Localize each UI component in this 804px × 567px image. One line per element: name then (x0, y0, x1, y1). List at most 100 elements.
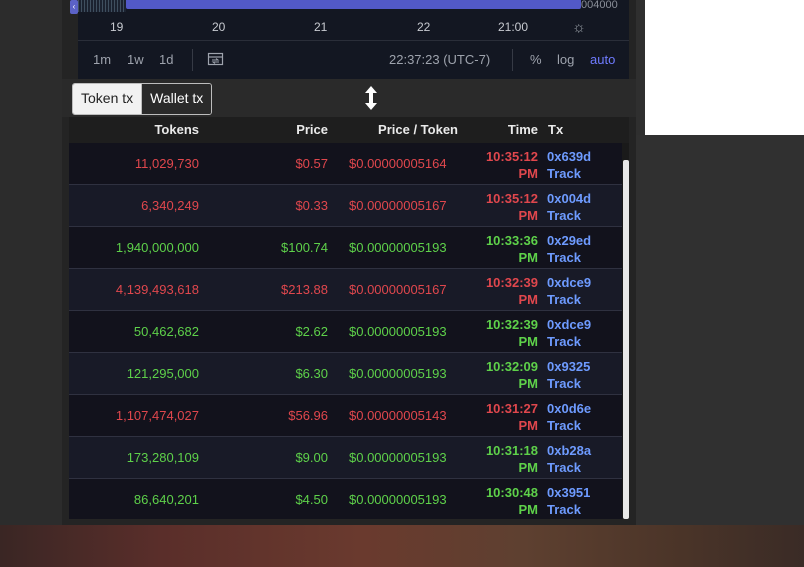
track-link[interactable]: Track (547, 502, 581, 517)
track-link[interactable]: Track (547, 376, 581, 391)
tx-hash-link[interactable]: 0x004d (547, 191, 592, 206)
table-row[interactable]: 50,462,682 $2.62 $0.00000005193 10:32:39 PM 0… (69, 311, 622, 353)
price-chart[interactable]: ‹ 004000 19 20 21 22 21:00 ☼ 1m 1w 1d 22… (70, 0, 629, 79)
time-tick: 22 (417, 20, 431, 34)
tx-hash-link[interactable]: 0xdce9 (547, 275, 592, 290)
time-value: 10:32:39 (485, 317, 538, 332)
table-row[interactable]: 1,940,000,000 $100.74 $0.00000005193 10:33:… (69, 227, 622, 269)
track-link[interactable]: Track (547, 418, 581, 433)
desktop-strip (0, 525, 804, 567)
time-cell: 10:32:39 PM (486, 274, 538, 308)
tx-hash-link[interactable]: 0x29ed (547, 233, 592, 248)
column-header-tokens[interactable]: Tokens (154, 122, 199, 137)
tx-cell: 0x9325 Track (547, 358, 590, 392)
tx-cell: 0x004d Track (547, 190, 591, 224)
time-ampm: PM (518, 166, 539, 181)
time-cell: 10:30:48 PM (486, 484, 538, 518)
price-per-token-cell: $0.00000005193 (349, 240, 447, 255)
time-tick: 20 (212, 20, 226, 34)
tx-cell: 0x639d Track (547, 148, 591, 182)
column-header-price-per-token[interactable]: Price / Token (378, 122, 458, 137)
auto-toggle[interactable]: auto (590, 52, 616, 67)
table-row[interactable]: 11,029,730 $0.57 $0.00000005164 10:35:12 PM 0… (69, 143, 622, 185)
divider (78, 40, 629, 41)
price-per-token-cell: $0.00000005167 (349, 198, 447, 213)
wallet-tx-button[interactable]: Wallet tx (141, 84, 212, 114)
sun-icon[interactable]: ☼ (572, 19, 586, 36)
price-cell: $9.00 (295, 450, 328, 465)
track-link[interactable]: Track (547, 460, 581, 475)
table-row[interactable]: 4,139,493,618 $213.88 $0.00000005167 10:32:… (69, 269, 622, 311)
tx-cell: 0xdce9 Track (547, 274, 591, 308)
navigator-window[interactable] (126, 0, 581, 9)
table-row[interactable]: 86,640,201 $4.50 $0.00000005193 10:30:48 PM 0… (69, 479, 622, 519)
tokens-cell: 50,462,682 (133, 324, 199, 339)
track-link[interactable]: Track (547, 166, 581, 181)
time-ampm: PM (518, 208, 539, 223)
time-cell: 10:35:12 PM (486, 190, 538, 224)
column-header-time[interactable]: Time (507, 122, 538, 137)
price-cell: $0.57 (295, 156, 328, 171)
tokens-cell: 1,940,000,000 (115, 240, 199, 255)
price-per-token-cell: $0.00000005193 (349, 450, 447, 465)
time-tick: 21:00 (498, 20, 529, 34)
time-value: 10:31:18 (485, 443, 538, 458)
tx-hash-link[interactable]: 0x3951 (547, 485, 591, 500)
token-tx-button[interactable]: Token tx (73, 84, 142, 114)
compare-icon[interactable] (207, 51, 224, 67)
chart-clock[interactable]: 22:37:23 (UTC-7) (389, 52, 491, 67)
background-left (0, 0, 62, 525)
price-per-token-cell: $0.00000005164 (349, 156, 447, 171)
track-link[interactable]: Track (547, 334, 581, 349)
price-per-token-cell: $0.00000005167 (349, 282, 447, 297)
track-link[interactable]: Track (547, 292, 581, 307)
time-cell: 10:32:09 PM (486, 358, 538, 392)
navigator-handle-left[interactable]: ‹ (70, 0, 78, 14)
navigator-volume-bars (78, 0, 126, 12)
blank-panel (645, 0, 804, 135)
tokens-cell: 11,029,730 (134, 156, 199, 171)
time-value: 10:35:12 (485, 191, 538, 206)
table-row[interactable]: 6,340,249 $0.33 $0.00000005167 10:35:12 PM 0x… (69, 185, 622, 227)
log-toggle[interactable]: log (557, 52, 575, 67)
timeframe-1w[interactable]: 1w (127, 52, 144, 67)
table-row[interactable]: 121,295,000 $6.30 $0.00000005193 10:32:09 PM… (69, 353, 622, 395)
price-per-token-cell: $0.00000005193 (349, 324, 447, 339)
time-value: 10:32:09 (485, 359, 538, 374)
price-per-token-cell: $0.00000005193 (349, 492, 447, 507)
time-ampm: PM (518, 250, 539, 265)
percent-toggle[interactable]: % (530, 52, 542, 67)
chart-toolbar: 1m 1w 1d 22:37:23 (UTC-7) % log auto (78, 41, 629, 79)
tx-hash-link[interactable]: 0x0d6e (547, 401, 592, 416)
timeframe-1m[interactable]: 1m (93, 52, 112, 67)
tx-hash-link[interactable]: 0xb28a (547, 443, 592, 458)
table-row[interactable]: 173,280,109 $9.00 $0.00000005193 10:31:18 PM… (69, 437, 622, 479)
tx-hash-link[interactable]: 0x639d (547, 149, 592, 164)
column-header-price[interactable]: Price (296, 122, 328, 137)
time-tick: 19 (110, 20, 124, 34)
track-link[interactable]: Track (547, 250, 581, 265)
toolbar-separator (192, 49, 193, 71)
time-cell: 10:35:12 PM (486, 148, 538, 182)
price-cell: $2.62 (295, 324, 328, 339)
time-ampm: PM (518, 418, 539, 433)
table-scrollbar-thumb[interactable] (623, 160, 629, 519)
price-cell: $0.33 (295, 198, 328, 213)
tx-cell: 0x3951 Track (547, 484, 590, 518)
vertical-resize-icon[interactable] (362, 83, 380, 113)
timeframe-1d[interactable]: 1d (159, 52, 174, 67)
time-value: 10:35:12 (485, 149, 538, 164)
tokens-cell: 86,640,201 (133, 492, 199, 507)
tx-hash-link[interactable]: 0xdce9 (547, 317, 592, 332)
table-row[interactable]: 1,107,474,027 $56.96 $0.00000005143 10:31:2… (69, 395, 622, 437)
track-link[interactable]: Track (547, 208, 581, 223)
chart-navigator[interactable]: ‹ 004000 (70, 0, 629, 14)
tx-cell: 0x29ed Track (547, 232, 591, 266)
price-per-token-cell: $0.00000005193 (349, 366, 447, 381)
time-value: 10:30:48 (485, 485, 538, 500)
tx-cell: 0xb28a Track (547, 442, 591, 476)
price-cell: $213.88 (281, 282, 328, 297)
background-right (636, 135, 804, 525)
tx-hash-link[interactable]: 0x9325 (547, 359, 591, 374)
column-header-tx[interactable]: Tx (548, 122, 564, 137)
